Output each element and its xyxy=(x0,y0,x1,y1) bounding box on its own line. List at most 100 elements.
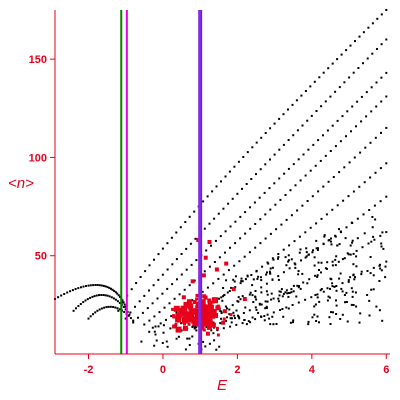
data-point xyxy=(280,223,283,226)
data-point xyxy=(326,129,329,132)
data-point xyxy=(368,299,371,302)
data-point xyxy=(266,300,269,303)
data-point xyxy=(121,299,124,302)
data-point xyxy=(295,99,298,102)
data-point xyxy=(318,300,321,303)
data-point xyxy=(273,182,276,185)
data-point xyxy=(294,184,297,187)
data-point xyxy=(380,13,383,16)
data-point xyxy=(255,173,257,176)
data-point xyxy=(338,86,341,89)
data-point xyxy=(151,302,154,305)
data-point xyxy=(287,259,290,262)
data-point xyxy=(375,105,378,108)
data-point xyxy=(289,189,292,192)
data-point xyxy=(169,327,172,330)
data-point xyxy=(254,223,257,225)
data-point xyxy=(287,139,290,141)
data-point xyxy=(333,285,336,288)
data-point xyxy=(300,259,302,262)
data-point xyxy=(114,298,117,301)
data-point xyxy=(130,288,133,291)
data-point xyxy=(336,58,339,61)
data-point xyxy=(269,323,272,326)
data-point xyxy=(309,169,312,172)
data-point xyxy=(260,303,263,306)
data-point xyxy=(212,282,215,285)
data-point xyxy=(264,163,267,166)
data-point xyxy=(254,290,257,292)
data-point xyxy=(229,317,232,320)
data-point xyxy=(188,215,191,218)
data-point xyxy=(252,301,255,303)
data-point xyxy=(241,295,244,298)
data-point xyxy=(122,301,125,304)
data-point xyxy=(329,150,332,152)
data-point xyxy=(251,146,254,149)
data-point xyxy=(233,165,236,168)
data-point xyxy=(320,288,323,290)
data-point xyxy=(205,326,208,329)
data-point xyxy=(159,322,162,325)
data-point xyxy=(139,276,142,278)
data-point xyxy=(361,246,364,249)
data-point xyxy=(343,81,346,84)
data-point xyxy=(157,253,160,256)
red-data-point xyxy=(193,308,197,312)
data-point xyxy=(331,62,334,65)
data-point xyxy=(129,311,132,314)
data-point xyxy=(315,320,318,322)
data-point xyxy=(277,297,280,300)
data-point xyxy=(272,258,275,261)
data-point xyxy=(380,269,383,272)
data-point xyxy=(224,175,227,178)
data-point xyxy=(287,167,290,170)
data-point xyxy=(80,286,82,289)
data-point xyxy=(304,231,307,234)
data-point xyxy=(104,285,107,288)
data-point xyxy=(215,348,218,351)
data-point xyxy=(254,295,257,298)
red-data-point xyxy=(205,331,210,336)
data-point xyxy=(365,115,368,118)
data-point xyxy=(269,267,272,270)
red-data-point xyxy=(185,316,192,323)
data-point xyxy=(229,246,231,249)
data-point xyxy=(282,113,285,116)
data-point xyxy=(143,294,146,297)
data-point xyxy=(148,319,151,322)
data-point xyxy=(223,294,226,297)
data-point xyxy=(375,305,378,308)
data-point xyxy=(168,302,171,305)
data-point xyxy=(116,292,119,295)
data-point xyxy=(257,311,260,314)
data-point xyxy=(231,317,233,320)
data-point xyxy=(364,146,367,149)
data-point xyxy=(216,329,219,332)
data-point xyxy=(247,320,250,323)
data-point xyxy=(350,303,353,306)
data-point xyxy=(173,297,176,300)
data-point xyxy=(233,280,236,283)
data-point xyxy=(124,305,127,308)
data-point xyxy=(302,153,305,156)
data-point xyxy=(222,207,225,210)
data-point xyxy=(140,340,143,343)
data-point xyxy=(369,256,372,258)
data-point xyxy=(290,214,293,217)
data-point xyxy=(284,194,287,196)
data-point xyxy=(292,319,295,322)
data-point xyxy=(298,235,301,238)
data-point xyxy=(340,53,343,56)
x-tick-label: 4 xyxy=(309,364,316,376)
data-point xyxy=(251,284,254,287)
data-point xyxy=(352,273,355,276)
data-point xyxy=(220,317,222,320)
data-point xyxy=(378,280,381,282)
data-point xyxy=(311,251,314,254)
data-point xyxy=(349,276,352,279)
data-point xyxy=(117,294,120,297)
data-point xyxy=(342,199,345,202)
data-point xyxy=(285,264,288,267)
data-point xyxy=(102,284,105,287)
